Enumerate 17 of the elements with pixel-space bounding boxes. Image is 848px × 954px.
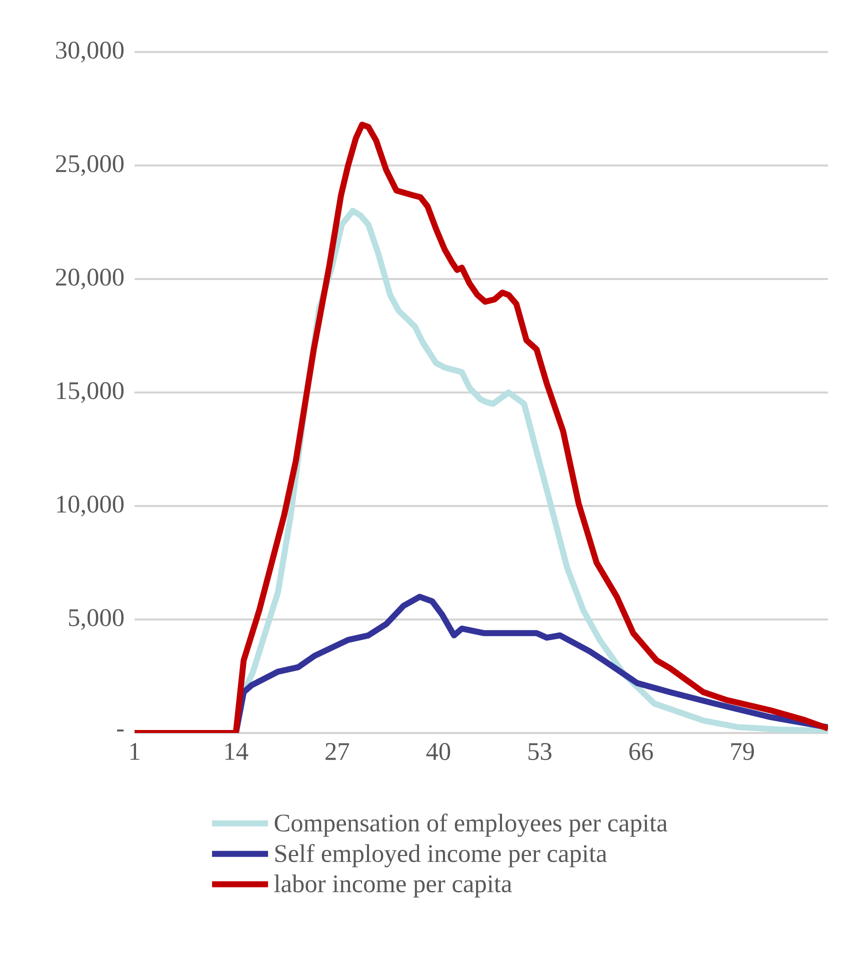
y-tick-label: 25,000 <box>56 155 124 176</box>
legend-label: labor income per capita <box>274 874 512 898</box>
y-tick-label: 30,000 <box>56 42 124 62</box>
x-tick-label: 53 <box>528 743 552 760</box>
y-tick-label: 5,000 <box>69 609 124 630</box>
legend-label: Compensation of employees per capita <box>274 814 668 837</box>
x-tick-label: 1 <box>130 743 140 760</box>
x-tick-label: 14 <box>225 743 248 760</box>
x-tick-label: 66 <box>629 743 653 760</box>
y-tick-label: 10,000 <box>57 496 124 516</box>
y-tick-label: 20,000 <box>56 268 124 290</box>
legend-label: Self employed income per capita <box>275 844 607 868</box>
x-tick-label: 27 <box>326 743 350 760</box>
y-tick-label: - <box>117 730 124 732</box>
y-tick-label: 15,000 <box>57 382 124 403</box>
x-tick-label: 79 <box>731 743 754 760</box>
x-tick-label: 40 <box>426 743 450 760</box>
